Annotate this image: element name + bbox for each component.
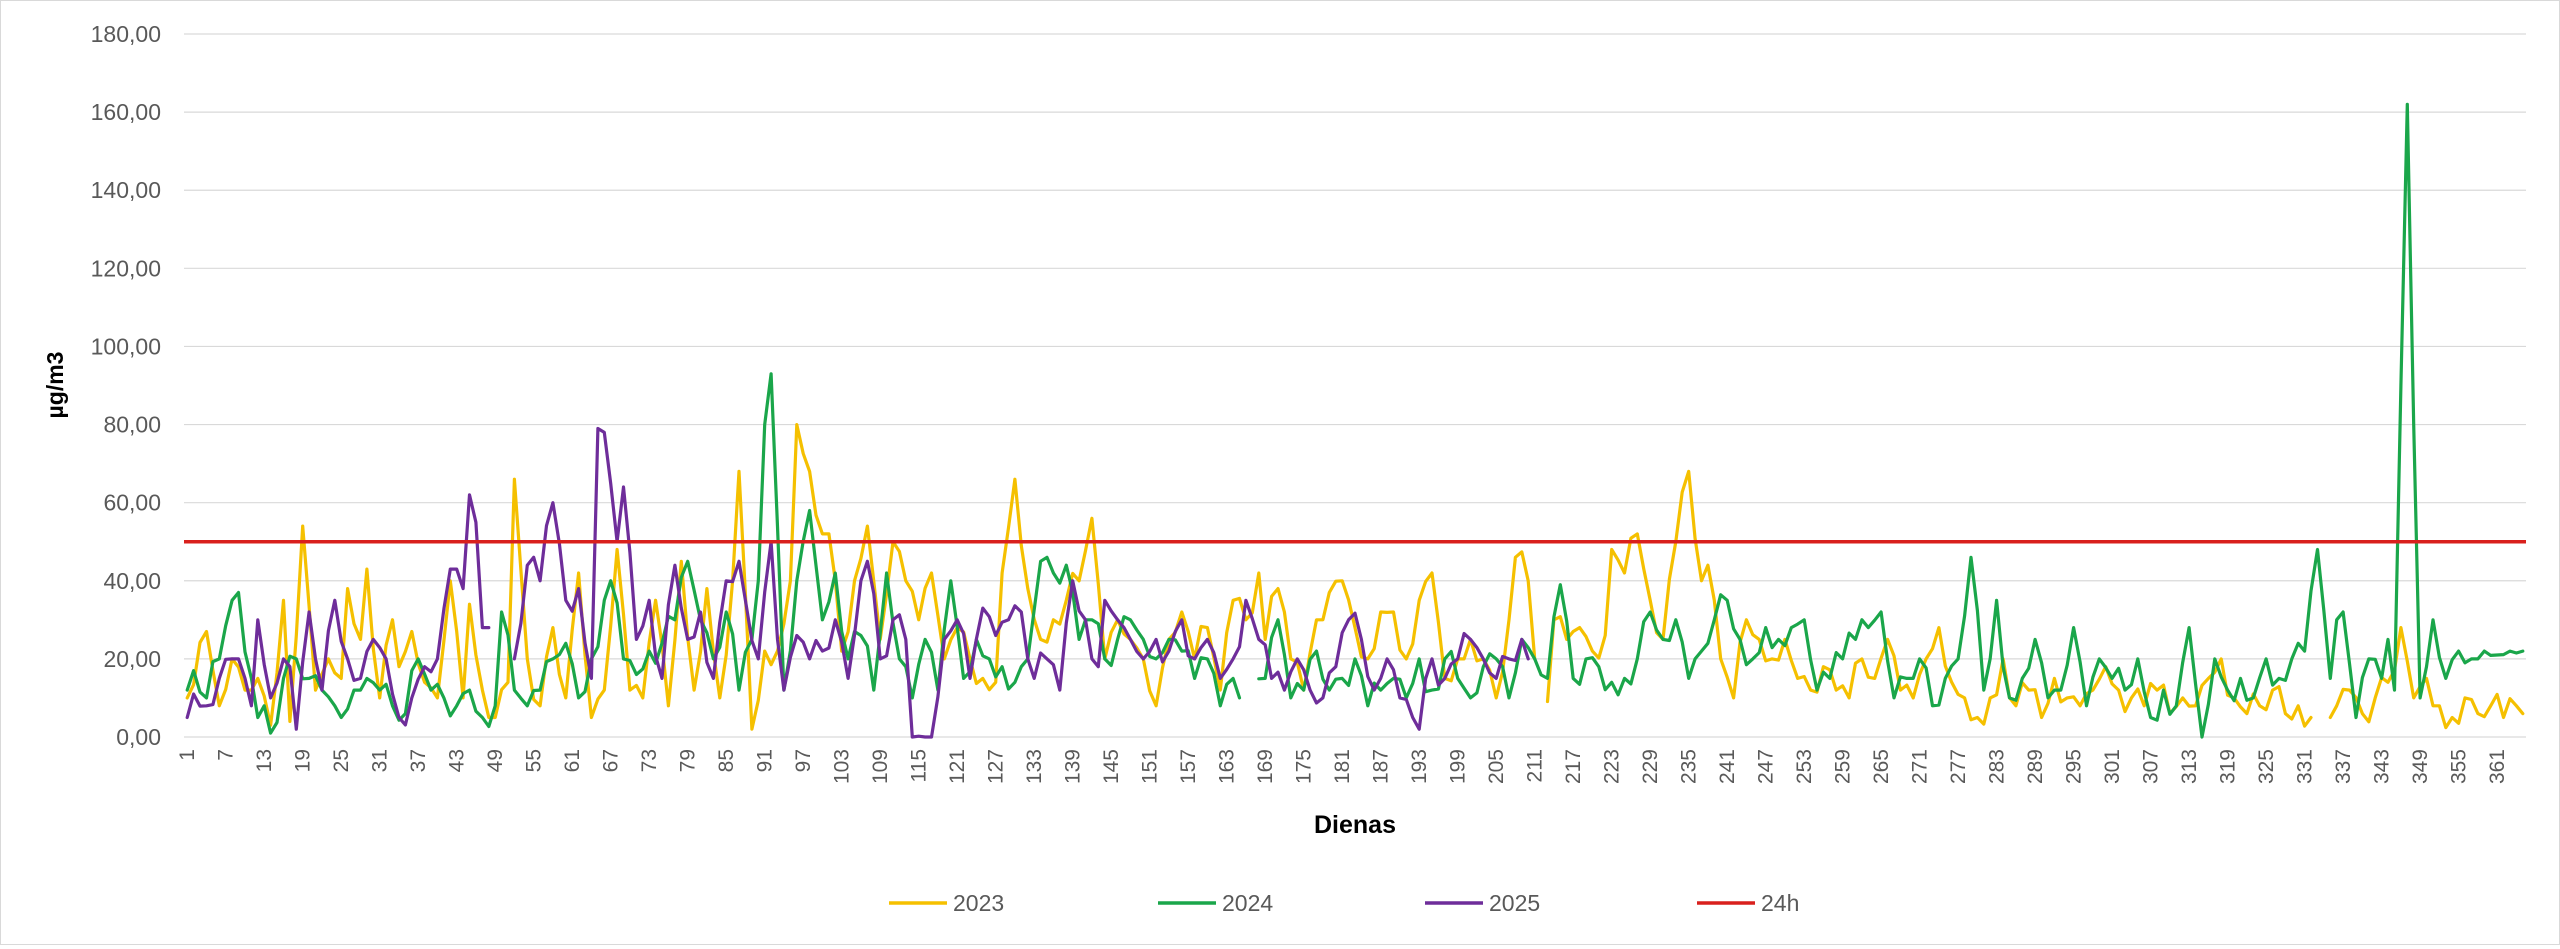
x-tick-label: 265 <box>1870 749 1893 784</box>
x-tick-label: 307 <box>2140 749 2163 784</box>
x-tick-label: 37 <box>407 749 430 772</box>
x-tick-label: 199 <box>1447 749 1470 784</box>
x-tick-label: 55 <box>523 749 546 772</box>
x-tick-label: 181 <box>1331 749 1354 784</box>
x-tick-label: 331 <box>2294 749 2317 784</box>
series-line-2025 <box>185 426 1530 739</box>
x-tick-label: 187 <box>1370 749 1393 784</box>
x-tick-label: 25 <box>330 749 353 772</box>
legend-label-24h: 24h <box>1761 890 1799 916</box>
x-tick-label: 211 <box>1524 749 1547 782</box>
x-tick-label: 241 <box>1716 749 1739 784</box>
x-tick-label: 103 <box>831 749 854 784</box>
legend-label-2023: 2023 <box>953 890 1004 916</box>
x-tick-label: 127 <box>985 749 1008 784</box>
x-tick-label: 91 <box>754 749 777 772</box>
x-tick-label: 313 <box>2178 749 2201 784</box>
y-tick-label: 120,00 <box>91 255 161 281</box>
x-tick-label: 169 <box>1254 749 1277 784</box>
x-tick-label: 229 <box>1639 749 1662 784</box>
y-tick-label: 40,00 <box>103 568 161 594</box>
x-tick-label: 253 <box>1793 749 1816 784</box>
y-axis-label: µg/m3 <box>42 352 68 419</box>
x-tick-label: 31 <box>369 749 392 772</box>
x-tick-label: 223 <box>1601 749 1624 784</box>
x-tick-label: 217 <box>1562 749 1585 784</box>
series-lines <box>184 102 2526 739</box>
x-tick-label: 139 <box>1062 749 1085 784</box>
x-tick-label: 163 <box>1216 749 1239 784</box>
y-tick-label: 0,00 <box>116 724 161 750</box>
x-tick-label: 205 <box>1485 749 1508 784</box>
x-tick-label: 301 <box>2101 749 2124 784</box>
y-axis-ticks: 0,00 20,00 40,00 60,00 80,00 100,00 120,00 140,… <box>91 21 161 750</box>
x-tick-label: 289 <box>2024 749 2047 784</box>
y-tick-label: 20,00 <box>103 646 161 672</box>
x-tick-label: 283 <box>1986 749 2009 784</box>
x-tick-label: 175 <box>1293 749 1316 784</box>
x-tick-label: 61 <box>561 749 584 772</box>
x-tick-label: 193 <box>1408 749 1431 784</box>
x-tick-label: 7 <box>215 749 238 761</box>
x-tick-label: 43 <box>446 749 469 772</box>
x-tick-label: 355 <box>2448 749 2471 784</box>
x-tick-label: 145 <box>1100 749 1123 784</box>
y-tick-label: 160,00 <box>91 99 161 125</box>
x-tick-label: 259 <box>1832 749 1855 784</box>
y-tick-label: 140,00 <box>91 177 161 203</box>
x-tick-label: 325 <box>2255 749 2278 784</box>
x-tick-label: 67 <box>600 749 623 772</box>
legend-label-2024: 2024 <box>1222 890 1273 916</box>
series-line-2024 <box>185 102 2525 739</box>
x-tick-label: 73 <box>638 749 661 772</box>
x-tick-label: 115 <box>908 749 931 782</box>
x-tick-label: 49 <box>484 749 507 772</box>
y-tick-label: 60,00 <box>103 490 161 516</box>
x-tick-label: 343 <box>2371 749 2394 784</box>
x-tick-label: 157 <box>1177 749 1200 784</box>
x-tick-label: 97 <box>792 749 815 772</box>
x-tick-label: 19 <box>292 749 315 772</box>
y-tick-label: 80,00 <box>103 412 161 438</box>
grid-lines <box>184 33 2526 738</box>
x-tick-label: 13 <box>253 749 276 772</box>
x-tick-label: 271 <box>1909 749 1932 784</box>
x-tick-label: 235 <box>1678 749 1701 784</box>
x-tick-label: 295 <box>2063 749 2086 784</box>
x-axis-ticks: 1 7 13 19 25 31 37 43 49 55 61 67 73 79 85 91 97 103 109 11… <box>176 749 2509 784</box>
x-tick-label: 277 <box>1947 749 1970 784</box>
legend: 2023 2024 2025 24h <box>889 890 1799 916</box>
x-tick-label: 337 <box>2332 749 2355 784</box>
x-axis-label: Dienas <box>1314 811 1396 839</box>
legend-label-2025: 2025 <box>1489 890 1540 916</box>
x-tick-label: 121 <box>946 749 969 784</box>
x-tick-label: 109 <box>869 749 892 784</box>
x-tick-label: 133 <box>1023 749 1046 784</box>
x-tick-label: 319 <box>2217 749 2240 784</box>
series-line-2023 <box>185 423 2525 731</box>
x-tick-label: 349 <box>2409 749 2432 784</box>
y-tick-label: 180,00 <box>91 21 161 47</box>
x-tick-label: 85 <box>715 749 738 772</box>
x-tick-label: 247 <box>1755 749 1778 784</box>
x-tick-label: 151 <box>1139 749 1162 784</box>
x-tick-label: 79 <box>677 749 700 772</box>
y-tick-label: 100,00 <box>91 333 161 359</box>
x-tick-label: 1 <box>176 749 199 761</box>
x-tick-label: 361 <box>2486 749 2509 784</box>
